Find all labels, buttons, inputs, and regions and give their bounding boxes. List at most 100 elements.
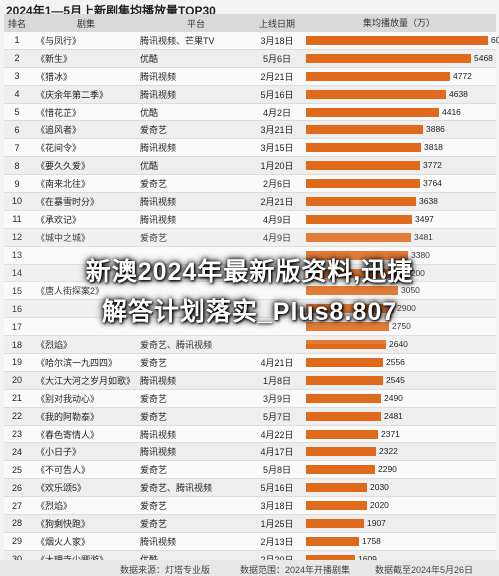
row-platform: 腾讯视频 — [140, 429, 177, 440]
row-rank: 26 — [11, 482, 22, 493]
table-row: 1 《与凤行》 腾讯视频、芒果TV 3月18日 6021 — [4, 32, 499, 50]
row-platform: 爱奇艺 — [140, 465, 168, 476]
row-name: 《狗剩快跑》 — [36, 518, 91, 529]
bar-value-label: 4772 — [453, 70, 472, 81]
row-name: 《哈尔滨一九四四》 — [36, 357, 118, 368]
row-date: 1月8日 — [262, 375, 291, 386]
bar-mark — [306, 429, 378, 439]
table-row: 17 2750 — [4, 318, 496, 337]
row-platform: 腾讯视频 — [140, 214, 177, 225]
row-rank: 24 — [11, 446, 22, 457]
row-date: 5月16日 — [260, 89, 294, 100]
row-platform: 优酷 — [136, 553, 252, 566]
row-platform: 爱奇艺 — [140, 411, 168, 422]
row-rank: 22 — [11, 411, 22, 422]
row-platform: 腾讯视频 — [140, 89, 177, 100]
bar-value-label: 3772 — [423, 160, 442, 171]
bar-value-label: 5468 — [474, 52, 493, 63]
row-name: 《花间令》 — [36, 143, 82, 154]
row-platform: 爱奇艺 — [140, 125, 168, 136]
row-bar-cell: 2481 — [302, 408, 496, 425]
bar-value-label: 2750 — [392, 321, 411, 332]
row-name: 《欢乐颂5》 — [36, 483, 87, 494]
row-date: 3月9日 — [262, 393, 291, 404]
row-bar-cell: 4416 — [302, 104, 496, 121]
row-name: 《烈焰》 — [36, 501, 73, 512]
row-rank: 16 — [11, 303, 22, 314]
bar-value-label: 3481 — [414, 231, 433, 242]
row-name: 《我的阿勒泰》 — [36, 411, 100, 422]
row-name: 《庆余年第二季》 — [36, 89, 109, 100]
row-rank: 6 — [14, 124, 20, 135]
table-row: 12 《城中之城》 爱奇艺 4月9日 3481 — [4, 228, 496, 247]
header-rank: 排名 — [7, 18, 26, 29]
table-row: 16 2900 — [4, 300, 496, 319]
row-bar-cell: 3818 — [302, 139, 496, 156]
row-rank: 18 — [11, 339, 22, 350]
bar-mark — [306, 36, 488, 45]
footer-deadline: 数据截至2024年5月26日 — [375, 565, 474, 575]
bar-mark — [306, 107, 439, 117]
row-date: 4月17日 — [260, 447, 294, 458]
row-bar-cell: 2490 — [302, 390, 496, 407]
row-platform: 爱奇艺 — [140, 179, 168, 190]
bar-mark — [306, 304, 394, 314]
bar-value-label: 2481 — [384, 410, 403, 421]
bar-value-label: 3886 — [426, 124, 445, 135]
row-bar-cell: 3638 — [302, 193, 496, 210]
table-row: 19 《哈尔滨一九四四》 爱奇艺 4月21日 2556 — [4, 354, 496, 372]
bar-mark — [306, 519, 364, 529]
bar-mark — [306, 53, 471, 63]
row-date: 2月13日 — [260, 536, 294, 547]
header-name: 剧集 — [76, 18, 95, 29]
row-rank: 25 — [11, 464, 22, 475]
bar-value-label: 2322 — [379, 446, 398, 457]
bar-mark — [306, 483, 367, 493]
row-platform: 腾讯视频 — [140, 143, 177, 154]
row-bar-cell: 5468 — [302, 50, 496, 67]
row-name: 《在暴雪时分》 — [36, 196, 100, 207]
row-rank: 21 — [11, 393, 22, 404]
row-bar-cell: 2290 — [302, 461, 496, 478]
row-date: 4月21日 — [260, 357, 294, 368]
table-row: 5 《惜花芷》 优酷 4月2日 4416 — [4, 103, 496, 122]
row-date: 3月15日 — [260, 143, 294, 154]
bar-value-label: 2640 — [389, 339, 408, 350]
row-bar-cell: 2020 — [302, 497, 496, 514]
row-bar-cell: 2545 — [302, 372, 496, 389]
bar-mark — [306, 250, 408, 260]
bar-value-label: 3200 — [406, 267, 425, 278]
row-platform: 爱奇艺 — [140, 232, 168, 243]
row-date: 4月2日 — [262, 107, 291, 118]
table-header: 排名 剧集 平台 上线日期 集均播放量（万） — [4, 14, 496, 32]
row-bar-cell: 2900 — [302, 300, 496, 317]
row-platform: 爱奇艺、腾讯视频 — [140, 340, 213, 351]
bar-value-label: 1758 — [362, 535, 381, 546]
table-row: 27 《烈焰》 爱奇艺 3月18日 2020 — [4, 497, 496, 516]
row-rank: 3 — [14, 71, 20, 82]
row-rank: 28 — [11, 518, 22, 529]
bar-mark — [306, 501, 367, 511]
row-rank: 4 — [14, 89, 20, 100]
row-rank: 11 — [12, 214, 22, 225]
row-date: 5月7日 — [262, 411, 291, 422]
bar-value-label: 3764 — [423, 178, 442, 189]
footer-range: 数据范围：2024年开播剧集 — [240, 565, 351, 575]
table-row: 6 《追风者》 爱奇艺 3月21日 3886 — [4, 121, 496, 140]
row-platform: 腾讯视频 — [140, 536, 177, 547]
row-rank: 27 — [11, 500, 22, 511]
row-rank: 20 — [11, 375, 22, 386]
row-date: 1月25日 — [260, 518, 294, 529]
row-platform: 爱奇艺 — [140, 518, 168, 529]
row-bar-cell: 2556 — [302, 354, 496, 371]
row-name: 《烟火人家》 — [36, 536, 91, 547]
row-name: 《要久久爱》 — [36, 161, 91, 172]
row-platform: 优酷 — [140, 107, 159, 118]
bar-value-label: 3638 — [419, 196, 438, 207]
row-date: 5月16日 — [260, 483, 294, 494]
bar-mark — [306, 447, 376, 457]
bar-mark — [306, 232, 411, 242]
row-date: 5月8日 — [262, 465, 291, 476]
row-bar-cell: 4638 — [302, 86, 496, 103]
table-row: 18 《烈焰》 爱奇艺、腾讯视频 2640 — [4, 336, 496, 355]
